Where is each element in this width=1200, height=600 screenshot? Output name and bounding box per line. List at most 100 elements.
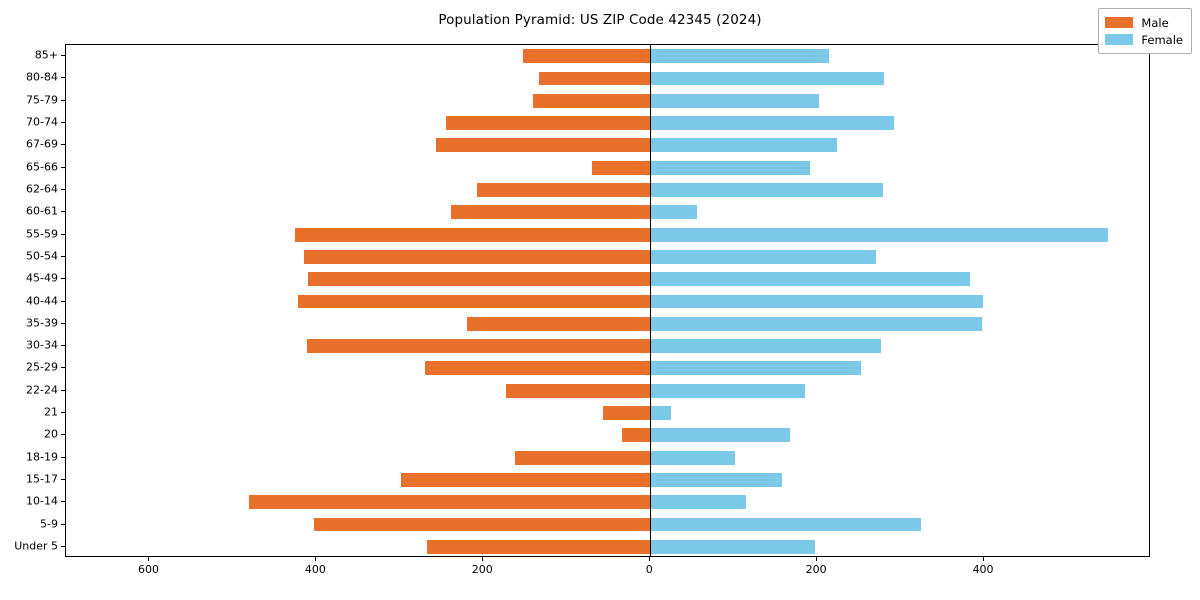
y-axis-tick — [61, 523, 65, 525]
x-axis-tick-label: 600 — [137, 563, 159, 576]
bar-row — [66, 116, 1149, 130]
bar-female — [650, 473, 783, 487]
bar-female — [650, 539, 816, 554]
bar-row — [66, 294, 1149, 309]
legend-color-swatch — [1105, 17, 1134, 28]
y-axis-tick-label: 18-19 — [26, 450, 58, 464]
legend-entry[interactable]: Female — [1105, 31, 1183, 48]
x-axis-tick-label: 400 — [972, 563, 994, 576]
bar-female — [650, 406, 672, 420]
y-axis-tick — [61, 478, 65, 480]
legend-label: Female — [1141, 32, 1183, 47]
bar-row — [66, 183, 1149, 197]
zero-axis-line — [650, 45, 652, 556]
bar-female — [650, 428, 790, 443]
y-axis-tick-label: 85+ — [34, 48, 58, 62]
y-axis-tick-label: 20 — [44, 427, 58, 441]
x-axis-tick-label: 0 — [645, 563, 653, 576]
bar-row — [66, 517, 1149, 532]
plot-area — [65, 44, 1150, 557]
bar-male — [303, 249, 651, 264]
x-axis-tick — [649, 557, 651, 561]
bar-female — [650, 249, 876, 264]
y-axis-tick — [61, 545, 65, 547]
legend-label: Male — [1141, 15, 1169, 30]
y-axis-tick — [61, 122, 65, 124]
bar-row — [66, 316, 1149, 331]
bar-row — [66, 428, 1149, 443]
chart-legend: Male Female — [1098, 8, 1192, 54]
y-axis-tick-label: 80-84 — [26, 70, 58, 84]
bar-row — [66, 205, 1149, 220]
y-axis-tick-label: 55-59 — [26, 227, 58, 241]
legend-entry[interactable]: Male — [1105, 14, 1183, 31]
y-axis-tick — [61, 278, 65, 280]
bar-female — [650, 116, 894, 130]
y-axis-tick — [61, 55, 65, 57]
bar-row — [66, 539, 1149, 554]
y-axis-tick-label: 45-49 — [26, 271, 58, 285]
bar-female — [650, 138, 838, 153]
bar-male — [515, 450, 651, 465]
y-axis-tick — [61, 389, 65, 391]
bar-male — [424, 361, 651, 376]
bar-row — [66, 227, 1149, 242]
bar-female — [650, 183, 884, 197]
y-axis-tick — [61, 367, 65, 369]
y-axis-tick — [61, 255, 65, 257]
bar-row — [66, 93, 1149, 108]
y-axis-tick-label: 35-39 — [26, 316, 58, 330]
y-axis-tick-label: 67-69 — [26, 137, 58, 151]
bar-male — [532, 93, 651, 108]
x-axis-tick-label: 200 — [471, 563, 493, 576]
bar-female — [650, 294, 984, 309]
bar-male — [591, 160, 651, 175]
bar-row — [66, 361, 1149, 376]
bar-male — [248, 495, 651, 510]
y-axis-tick-label: 65-66 — [26, 160, 58, 174]
bar-female — [650, 450, 736, 465]
bar-male — [477, 183, 651, 197]
bar-row — [66, 249, 1149, 264]
x-axis-tick — [148, 557, 150, 561]
bar-female — [650, 339, 882, 354]
bar-row — [66, 473, 1149, 487]
y-axis-tick — [61, 211, 65, 213]
bar-row — [66, 406, 1149, 420]
y-axis-tick-label: 62-64 — [26, 182, 58, 196]
bar-male — [426, 539, 651, 554]
bar-female — [650, 71, 884, 86]
bar-male — [505, 383, 651, 398]
y-axis-tick-label: 5-9 — [40, 517, 58, 531]
y-axis-tick — [61, 456, 65, 458]
bar-row — [66, 339, 1149, 354]
chart-title: Population Pyramid: US ZIP Code 42345 (2… — [438, 12, 762, 28]
bar-male — [308, 272, 651, 287]
bar-female — [650, 316, 982, 331]
y-axis-tick — [61, 233, 65, 235]
y-axis-tick-label: 50-54 — [26, 249, 58, 263]
y-axis-tick — [61, 434, 65, 436]
y-axis-tick — [61, 501, 65, 503]
x-axis-tick-label: 200 — [805, 563, 827, 576]
bar-female — [650, 227, 1108, 242]
bar-male — [522, 49, 651, 64]
y-axis-tick-label: 40-44 — [26, 294, 58, 307]
bar-male — [294, 227, 651, 242]
y-axis-tick — [61, 99, 65, 101]
bar-male — [307, 339, 651, 354]
y-axis-tick — [61, 77, 65, 79]
y-axis-tick-label: 70-74 — [26, 115, 58, 129]
bar-row — [66, 495, 1149, 510]
y-axis-tick-label: 10-14 — [26, 494, 58, 508]
bar-male — [400, 473, 651, 487]
x-axis-tick — [816, 557, 818, 561]
x-axis-tick-label: 400 — [304, 563, 326, 576]
y-axis-tick-label: 15-17 — [26, 472, 58, 486]
y-axis-tick — [61, 300, 65, 302]
bar-row — [66, 272, 1149, 287]
y-axis-tick-label: 21 — [44, 405, 58, 419]
y-axis-tick — [61, 322, 65, 324]
y-axis-tick-label: 60-61 — [26, 204, 58, 218]
